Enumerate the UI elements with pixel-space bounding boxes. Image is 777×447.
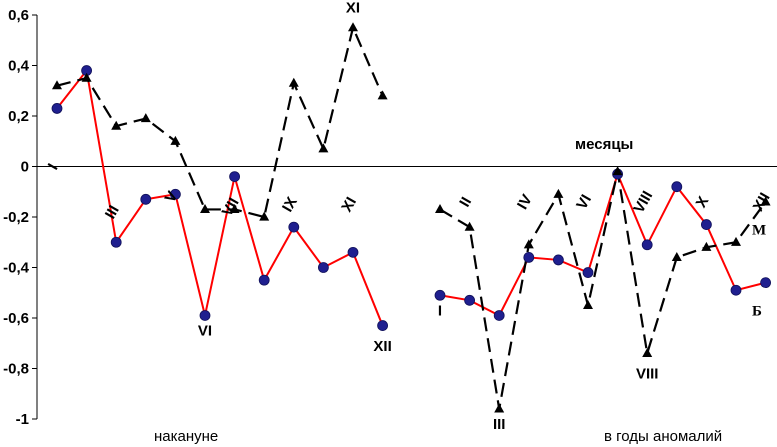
data-point-b [730,284,742,296]
data-point-m [81,72,92,82]
month-label: IX [279,194,301,215]
y-axis: -1 -0,8 -0,6 -0,4 -0,2 0 0,2 0,4 0,6 [3,7,38,428]
series-line-b [439,171,766,317]
data-point-b [110,236,122,248]
data-point-b [288,221,300,233]
month-label: IV [514,192,536,213]
month-label: VII [219,195,243,219]
y-tick-label: 0,4 [8,58,30,75]
series-end-label: М [752,223,766,239]
data-point-b [553,254,564,266]
month-label: VIII [636,366,659,383]
month-label: XII [373,338,391,355]
y-tick-label: -1 [16,411,29,428]
month-label: I [438,302,442,319]
data-point-m [494,403,505,413]
data-point-m [200,204,210,214]
month-label: VI [573,192,595,213]
y-tick-label: -0,8 [3,361,29,378]
group-label-before: накануне [154,428,218,445]
month-label: III [493,416,506,433]
data-point-b [523,251,535,263]
data-point-b [377,320,389,331]
month-label: XI [338,194,360,215]
data-point-m [553,188,564,198]
data-point-m [731,236,741,246]
series-line-b [56,68,384,326]
data-point-m [612,166,623,176]
month-label: VI [198,323,212,340]
series-layer [51,22,771,413]
axis-title: месяцы [575,136,633,153]
data-point-m [701,241,712,251]
data-point-b [51,103,63,114]
y-tick-label: 0,6 [8,7,29,24]
data-point-m [52,80,62,90]
month-label: X [693,194,713,211]
data-point-m [523,239,534,249]
series-line-m [56,24,384,219]
data-point-b [258,274,270,286]
data-point-b [464,294,476,306]
data-point-m [348,22,358,32]
series-end-label: Б [752,303,762,319]
month-label: III [102,203,123,222]
data-point-b [701,219,712,230]
data-point-m [671,252,682,261]
data-point-b [317,262,329,273]
data-point-m [140,113,151,123]
data-point-b [641,239,653,251]
data-point-m [377,90,388,100]
y-tick-label: 0,2 [8,108,29,125]
y-tick-label: -0,2 [3,209,29,226]
data-point-b [140,193,152,205]
data-point-m [170,135,181,145]
data-point-b [347,246,359,258]
data-point-b [199,310,211,321]
data-point-b [229,171,241,183]
month-label: XI [346,0,360,16]
data-point-m [318,143,329,153]
data-point-b [493,310,505,321]
y-tick-label: 0 [21,159,29,176]
series-line-m [439,171,767,410]
data-point-m [583,299,593,309]
data-point-b [582,267,594,278]
month-label: XII [750,190,774,214]
data-point-m [642,347,653,357]
group-label-anomaly: в годы аномалий [604,428,722,445]
y-tick-label: -0,4 [3,260,30,277]
data-point-b [434,289,446,301]
data-point-m [288,77,299,87]
data-point-m [229,204,240,214]
data-point-m [464,221,475,231]
data-point-m [111,120,122,130]
data-point-b [169,188,181,200]
data-point-m [435,204,445,214]
data-point-m [259,211,270,221]
y-tick-label: -0,6 [3,310,29,327]
data-point-b [760,277,771,289]
data-point-b [671,181,683,193]
month-label: II [456,194,475,210]
data-point-m [760,196,771,206]
